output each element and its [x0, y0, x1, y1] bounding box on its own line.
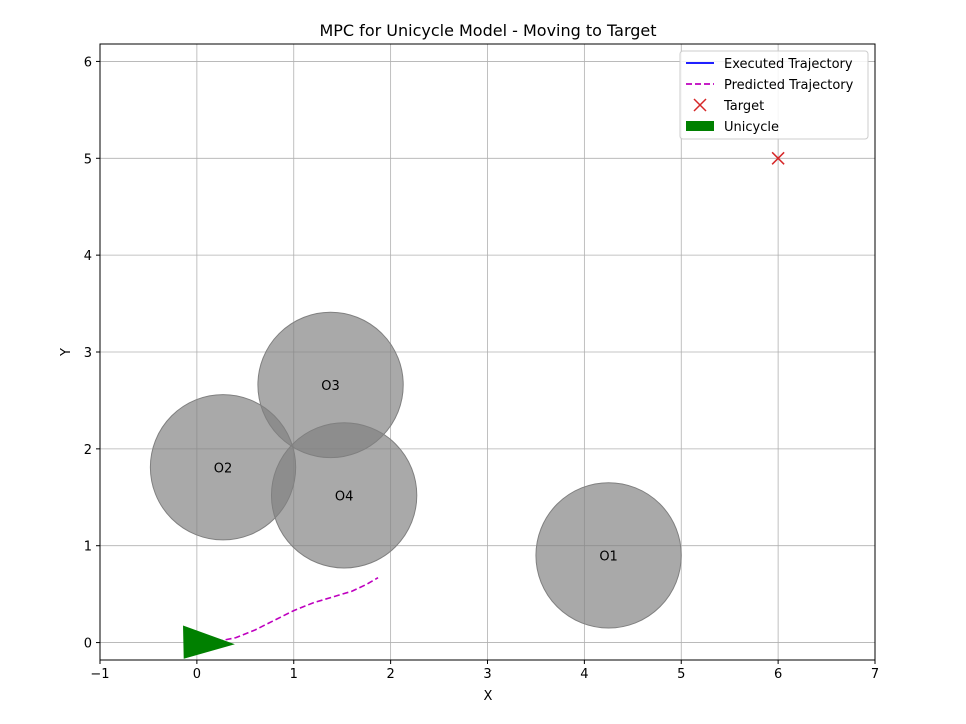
y-tick-label: 4 — [84, 249, 92, 264]
legend-label: Executed Trajectory — [724, 57, 853, 72]
x-axis-ticks: −1 0 1 2 3 4 5 6 7 — [90, 660, 879, 682]
x-tick-label: 2 — [386, 667, 394, 682]
legend-handle-unicycle — [686, 121, 714, 131]
x-tick-label: 5 — [677, 667, 685, 682]
obstacle-label: O2 — [214, 461, 233, 476]
legend-label: Unicycle — [724, 120, 779, 135]
legend-box — [679, 50, 869, 140]
x-axis-label: X — [484, 689, 493, 704]
legend: Executed Trajectory Predicted Trajectory T… — [679, 50, 869, 140]
x-tick-label: 6 — [774, 667, 782, 682]
legend-label: Target — [723, 99, 764, 114]
unicycle-group — [183, 625, 235, 659]
y-tick-label: 2 — [84, 443, 92, 458]
x-tick-label: 4 — [580, 667, 588, 682]
obstacles: O1 O2 O3 O4 — [149, 311, 682, 629]
y-axis-ticks: 0 1 2 3 4 5 6 — [84, 55, 100, 652]
chart-title: MPC for Unicycle Model - Moving to Targe… — [319, 21, 656, 40]
y-tick-label: 1 — [84, 540, 92, 555]
obstacle-circle — [535, 482, 682, 629]
markers — [183, 151, 785, 659]
obstacle-circle — [270, 422, 418, 569]
y-axis-label: Y — [59, 348, 74, 357]
y-tick-label: 6 — [84, 55, 92, 70]
legend-label: Predicted Trajectory — [724, 78, 854, 93]
plot-area: O1 O2 O3 O4 −1 0 1 2 3 4 5 6 7 0 1 2 3 4 5 6 — [84, 43, 879, 682]
predicted-trajectory-line — [198, 576, 379, 644]
obstacle-label: O4 — [335, 489, 354, 504]
obstacle-label: O3 — [321, 379, 340, 394]
legend-handle-target — [693, 98, 707, 112]
obstacle-label: O1 — [599, 549, 618, 564]
target-marker-stroke — [771, 151, 785, 165]
x-tick-label: 0 — [193, 667, 201, 682]
x-tick-label: −1 — [90, 667, 109, 682]
x-tick-label: 1 — [290, 667, 298, 682]
y-tick-label: 0 — [84, 637, 92, 652]
x-tick-label: 3 — [483, 667, 491, 682]
x-tick-label: 7 — [871, 667, 879, 682]
y-tick-label: 5 — [84, 152, 92, 167]
y-tick-label: 3 — [84, 346, 92, 361]
unicycle-triangle — [183, 625, 235, 659]
